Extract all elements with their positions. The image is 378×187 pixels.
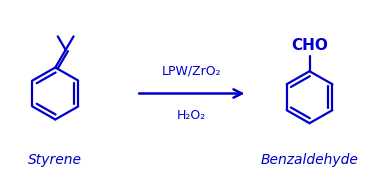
Text: H₂O₂: H₂O₂ — [177, 109, 206, 122]
Text: Styrene: Styrene — [28, 153, 82, 167]
Text: Benzaldehyde: Benzaldehyde — [260, 153, 358, 167]
Text: LPW/ZrO₂: LPW/ZrO₂ — [162, 65, 222, 78]
Text: CHO: CHO — [291, 38, 328, 53]
